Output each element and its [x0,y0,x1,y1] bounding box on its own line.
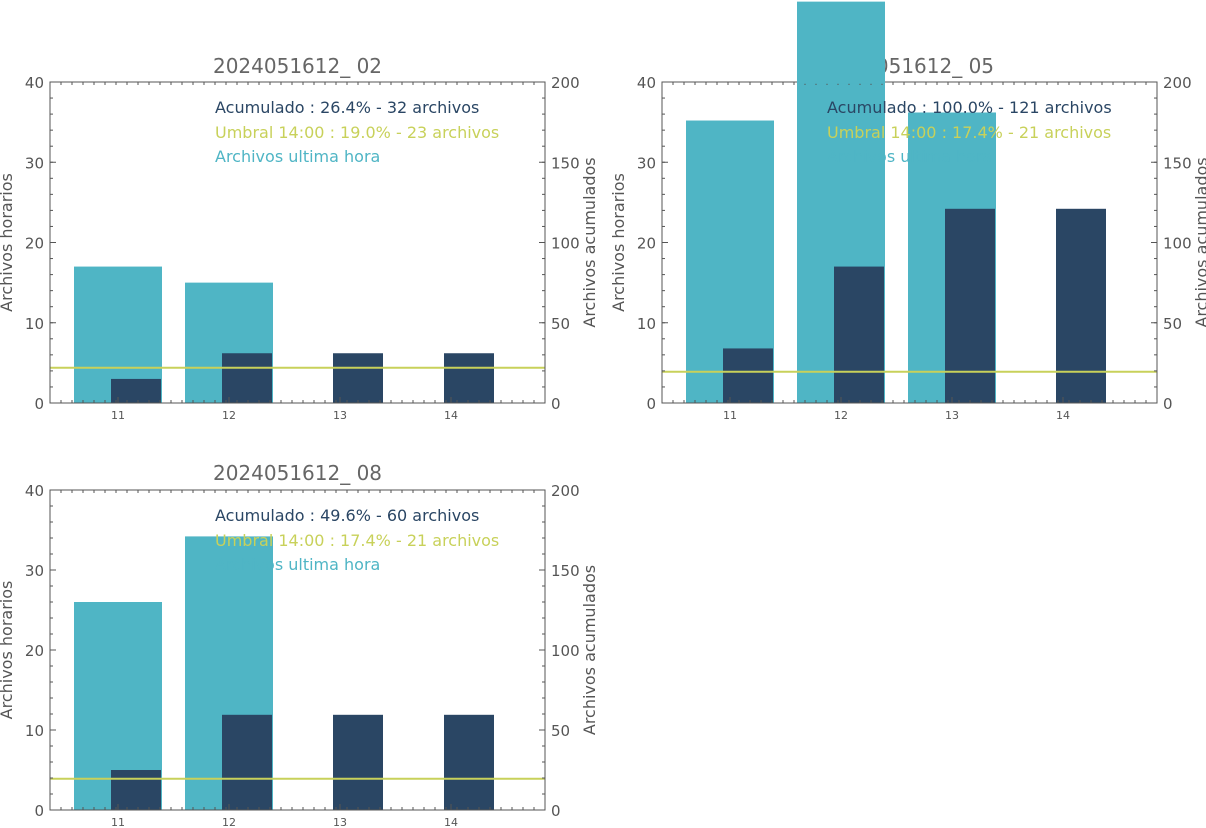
right-axis-label: Archivos acumulados [1192,157,1206,327]
legend-umbral: Umbral 14:00 : 19.0% - 23 archivos [215,123,499,142]
left-axis-label: Archivos horarios [0,173,16,312]
right-axis-label: Archivos acumulados [580,157,599,327]
x-tick-label: 14 [444,816,458,828]
right-tick-label: 100 [551,235,580,253]
chart-panel-08: 0 10 20 30 40 0 50 100 150 200 11 12 13 14 Archivos ho… [0,461,599,828]
bar-cumulative-13 [333,714,383,810]
legend-ultima-hora: Archivos ultima hora [215,555,380,574]
bar-cumulative-11 [723,348,773,403]
legend-ultima-hora: Archivos ultima hora [215,147,380,166]
right-tick-label: 150 [551,562,580,580]
left-tick-label: 20 [637,235,656,253]
left-tick-label: 40 [637,74,656,92]
legend-ultima-hora: Archivos ultima hora [827,147,992,166]
left-tick-label: 30 [25,154,44,172]
left-tick-label: 0 [646,395,656,413]
right-tick-label: 200 [551,482,580,500]
x-tick-label: 11 [111,409,125,422]
x-tick-label: 12 [222,816,236,828]
right-tick-label: 50 [551,315,570,333]
right-tick-label: 0 [551,395,561,413]
chart-title: 2024051612_ 08 [213,461,382,485]
x-tick-label: 13 [945,409,959,422]
bar-cumulative-14 [1056,208,1106,403]
x-tick-label: 12 [834,409,848,422]
bar-cumulative-14 [444,714,494,810]
legend-acumulado: Acumulado : 26.4% - 32 archivos [215,98,479,117]
right-tick-label: 150 [1163,154,1192,172]
chart-panel-02: 0 10 20 30 40 0 50 100 150 200 11 12 13 14 Archivos ho… [0,54,599,422]
left-axis-label: Archivos horarios [609,173,628,312]
x-tick-label: 13 [333,816,347,828]
legend-umbral: Umbral 14:00 : 17.4% - 21 archivos [827,123,1111,142]
chart-title: 2024051612_ 02 [213,54,382,78]
right-tick-label: 50 [551,722,570,740]
right-tick-label: 0 [1163,395,1173,413]
left-tick-label: 30 [25,562,44,580]
bar-cumulative-13 [333,353,383,403]
bar-cumulative-11 [111,770,161,810]
left-axis-label: Archivos horarios [0,581,16,720]
right-tick-label: 100 [1163,235,1192,253]
left-tick-label: 20 [25,642,44,660]
legend-acumulado: Acumulado : 100.0% - 121 archivos [827,98,1112,117]
left-tick-label: 20 [25,235,44,253]
bar-cumulative-14 [444,353,494,403]
left-tick-label: 40 [25,74,44,92]
right-axis-label: Archivos acumulados [580,565,599,735]
left-tick-label: 0 [34,395,44,413]
x-tick-label: 14 [1056,409,1070,422]
right-tick-label: 150 [551,154,580,172]
left-tick-label: 40 [25,482,44,500]
right-tick-label: 50 [1163,315,1182,333]
bar-cumulative-11 [111,378,161,403]
x-tick-label: 11 [111,816,125,828]
x-tick-label: 12 [222,409,236,422]
left-tick-label: 10 [637,315,656,333]
bar-hourly-12-overlay [797,1,885,84]
bar-cumulative-13 [945,208,995,403]
legend-acumulado: Acumulado : 49.6% - 60 archivos [215,506,479,525]
x-tick-label: 11 [723,409,737,422]
right-tick-label: 200 [551,74,580,92]
left-tick-label: 10 [25,315,44,333]
legend-umbral: Umbral 14:00 : 17.4% - 21 archivos [215,531,499,550]
bar-cumulative-12 [222,714,272,810]
x-tick-label: 14 [444,409,458,422]
left-tick-label: 0 [34,802,44,820]
x-tick-label: 13 [333,409,347,422]
left-tick-label: 30 [637,154,656,172]
left-tick-label: 10 [25,722,44,740]
right-tick-label: 100 [551,642,580,660]
chart-panel-05: 0 10 20 30 40 0 50 100 150 200 11 12 13 14 Archivos ho… [609,1,1206,422]
right-tick-label: 200 [1163,74,1192,92]
bar-cumulative-12 [834,266,884,403]
right-tick-label: 0 [551,802,561,820]
bar-cumulative-12 [222,353,272,403]
